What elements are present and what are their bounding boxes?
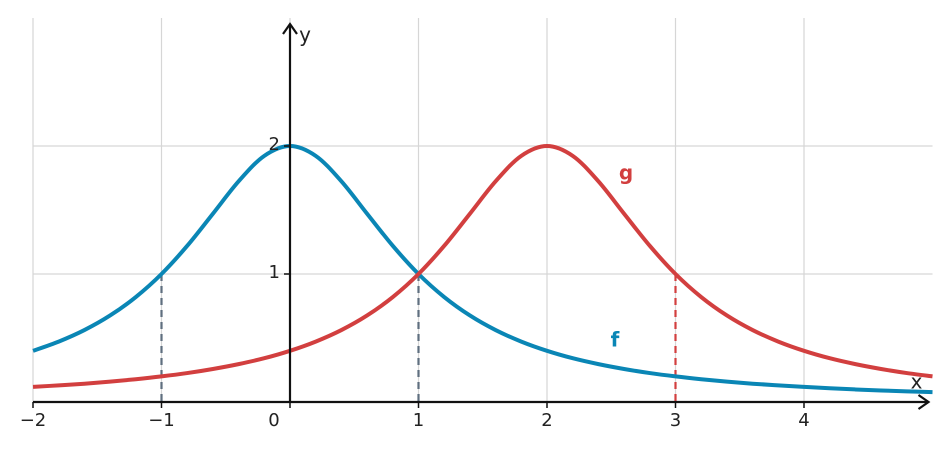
x-tick-label: 4	[798, 410, 809, 431]
y-tick-label: 1	[269, 262, 280, 283]
y-tick-label: 2	[269, 134, 280, 155]
x-tick-label: −2	[20, 410, 47, 431]
series-label: g	[619, 161, 633, 185]
x-axis-label: x	[911, 370, 923, 394]
y-axis-arrow	[282, 22, 298, 35]
x-tick-label: 1	[413, 410, 424, 431]
y-axis-label: y	[299, 23, 311, 47]
x-tick-label: 3	[670, 410, 681, 431]
series-line	[32, 143, 933, 389]
series-label: f	[611, 328, 620, 352]
x-tick-label: −1	[148, 410, 175, 431]
x-axis-arrow	[917, 394, 931, 410]
x-tick-label: 0	[268, 410, 279, 431]
x-tick-label: 2	[541, 410, 552, 431]
series-line	[32, 143, 933, 395]
